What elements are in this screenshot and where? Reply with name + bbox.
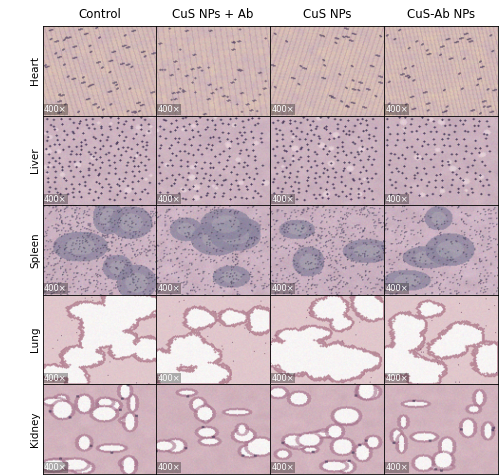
Text: 400×: 400× xyxy=(385,195,408,204)
Text: 400×: 400× xyxy=(158,374,180,383)
Text: Liver: Liver xyxy=(30,148,40,173)
Text: 400×: 400× xyxy=(44,195,66,204)
Text: 400×: 400× xyxy=(272,195,294,204)
Text: 400×: 400× xyxy=(44,463,66,472)
Text: Lung: Lung xyxy=(30,327,40,352)
Text: 400×: 400× xyxy=(272,284,294,293)
Text: 400×: 400× xyxy=(158,105,180,114)
Text: 400×: 400× xyxy=(44,105,66,114)
Text: 400×: 400× xyxy=(385,374,408,383)
Text: 400×: 400× xyxy=(158,195,180,204)
Text: CuS NPs + Ab: CuS NPs + Ab xyxy=(172,8,254,21)
Text: CuS NPs: CuS NPs xyxy=(302,8,351,21)
Text: 400×: 400× xyxy=(44,374,66,383)
Text: 400×: 400× xyxy=(272,105,294,114)
Text: Spleen: Spleen xyxy=(30,232,40,268)
Text: 400×: 400× xyxy=(385,105,408,114)
Text: 400×: 400× xyxy=(272,374,294,383)
Text: 400×: 400× xyxy=(44,284,66,293)
Text: 400×: 400× xyxy=(158,463,180,472)
Text: 400×: 400× xyxy=(385,284,408,293)
Text: 400×: 400× xyxy=(158,284,180,293)
Text: Kidney: Kidney xyxy=(30,411,40,446)
Text: CuS-Ab NPs: CuS-Ab NPs xyxy=(406,8,474,21)
Text: Control: Control xyxy=(78,8,121,21)
Text: 400×: 400× xyxy=(385,463,408,472)
Text: Heart: Heart xyxy=(30,57,40,85)
Text: 400×: 400× xyxy=(272,463,294,472)
